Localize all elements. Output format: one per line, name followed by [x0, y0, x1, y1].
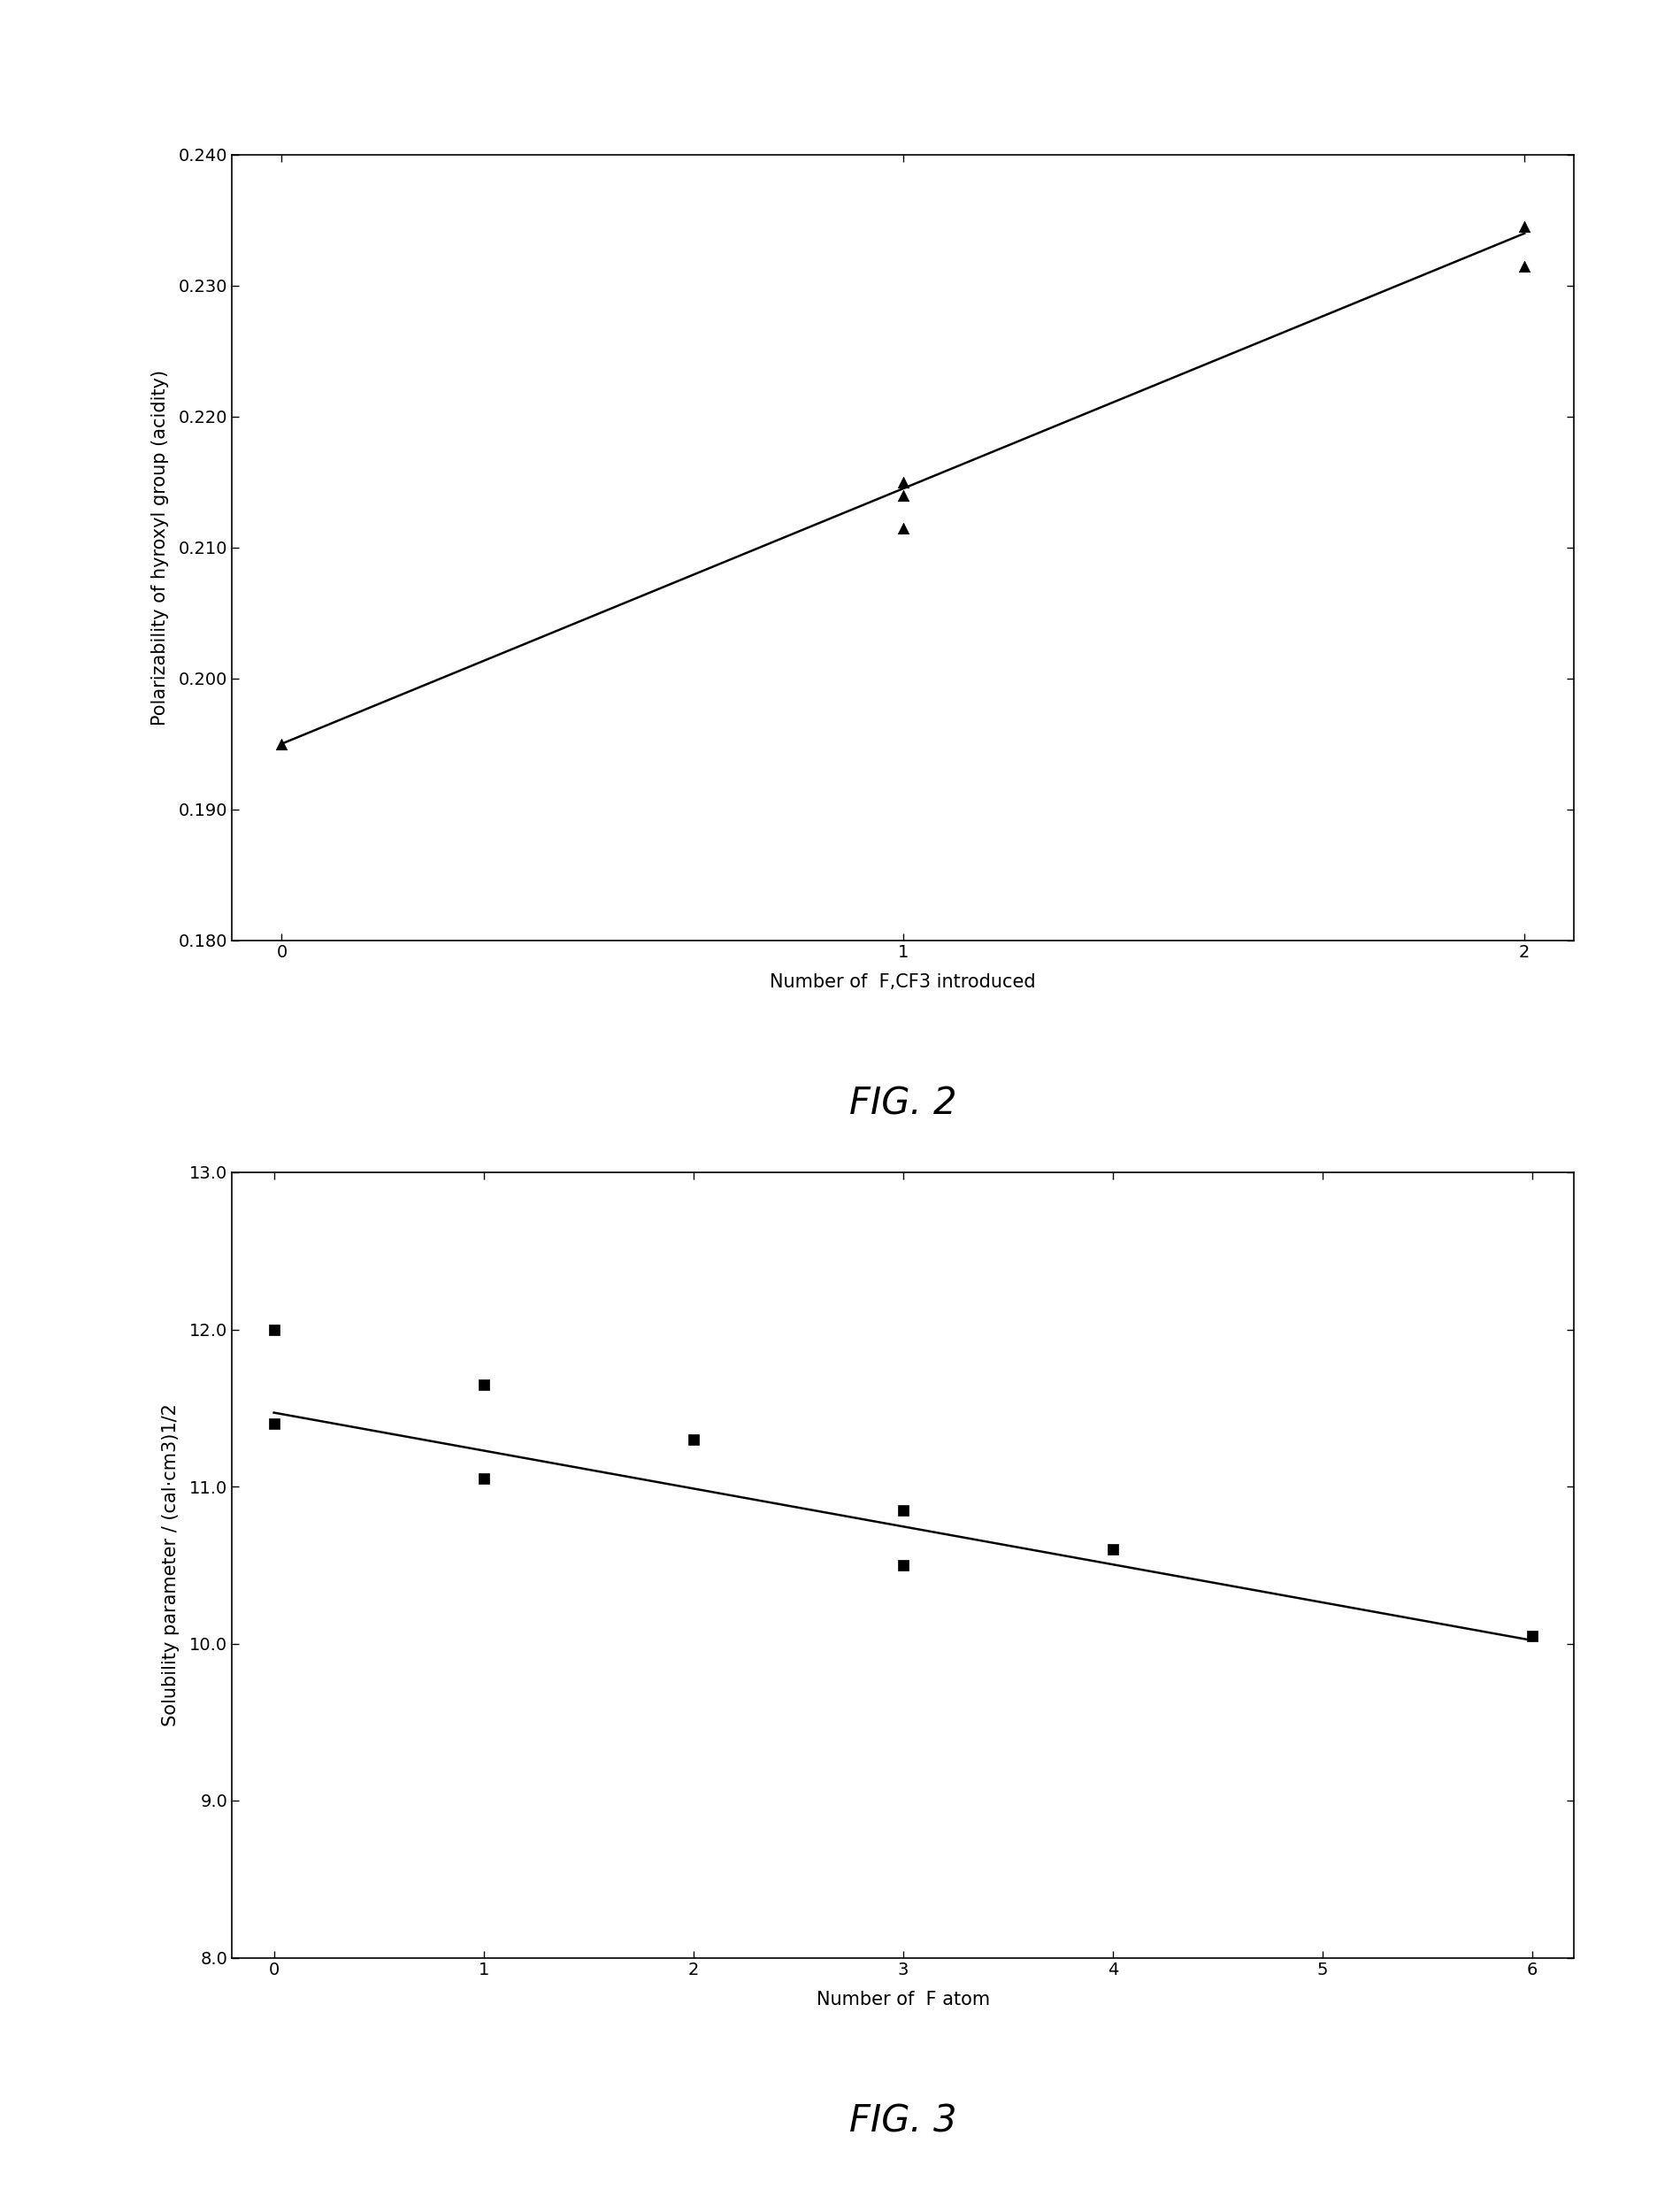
Point: [1511, 210, 1538, 246]
Point: [890, 511, 916, 546]
Y-axis label: Solubility parameter / (cal·cm3)1/2: Solubility parameter / (cal·cm3)1/2: [162, 1405, 179, 1725]
Text: FIG. 3: FIG. 3: [850, 2104, 956, 2139]
Point: [679, 1422, 706, 1458]
Point: [268, 726, 295, 761]
Point: [890, 478, 916, 513]
Point: [1519, 1617, 1546, 1652]
Point: [471, 1367, 497, 1402]
Point: [260, 1312, 287, 1347]
X-axis label: Number of  F,CF3 introduced: Number of F,CF3 introduced: [771, 973, 1036, 991]
Point: [471, 1460, 497, 1495]
Point: [260, 1407, 287, 1442]
Point: [890, 1548, 916, 1584]
Point: [1100, 1531, 1127, 1566]
X-axis label: Number of  F atom: Number of F atom: [817, 1991, 989, 2008]
Point: [890, 1493, 916, 1528]
Text: FIG. 2: FIG. 2: [850, 1086, 956, 1121]
Y-axis label: Polarizability of hyroxyl group (acidity): Polarizability of hyroxyl group (acidity…: [151, 369, 169, 726]
Point: [1511, 248, 1538, 283]
Point: [890, 465, 916, 500]
